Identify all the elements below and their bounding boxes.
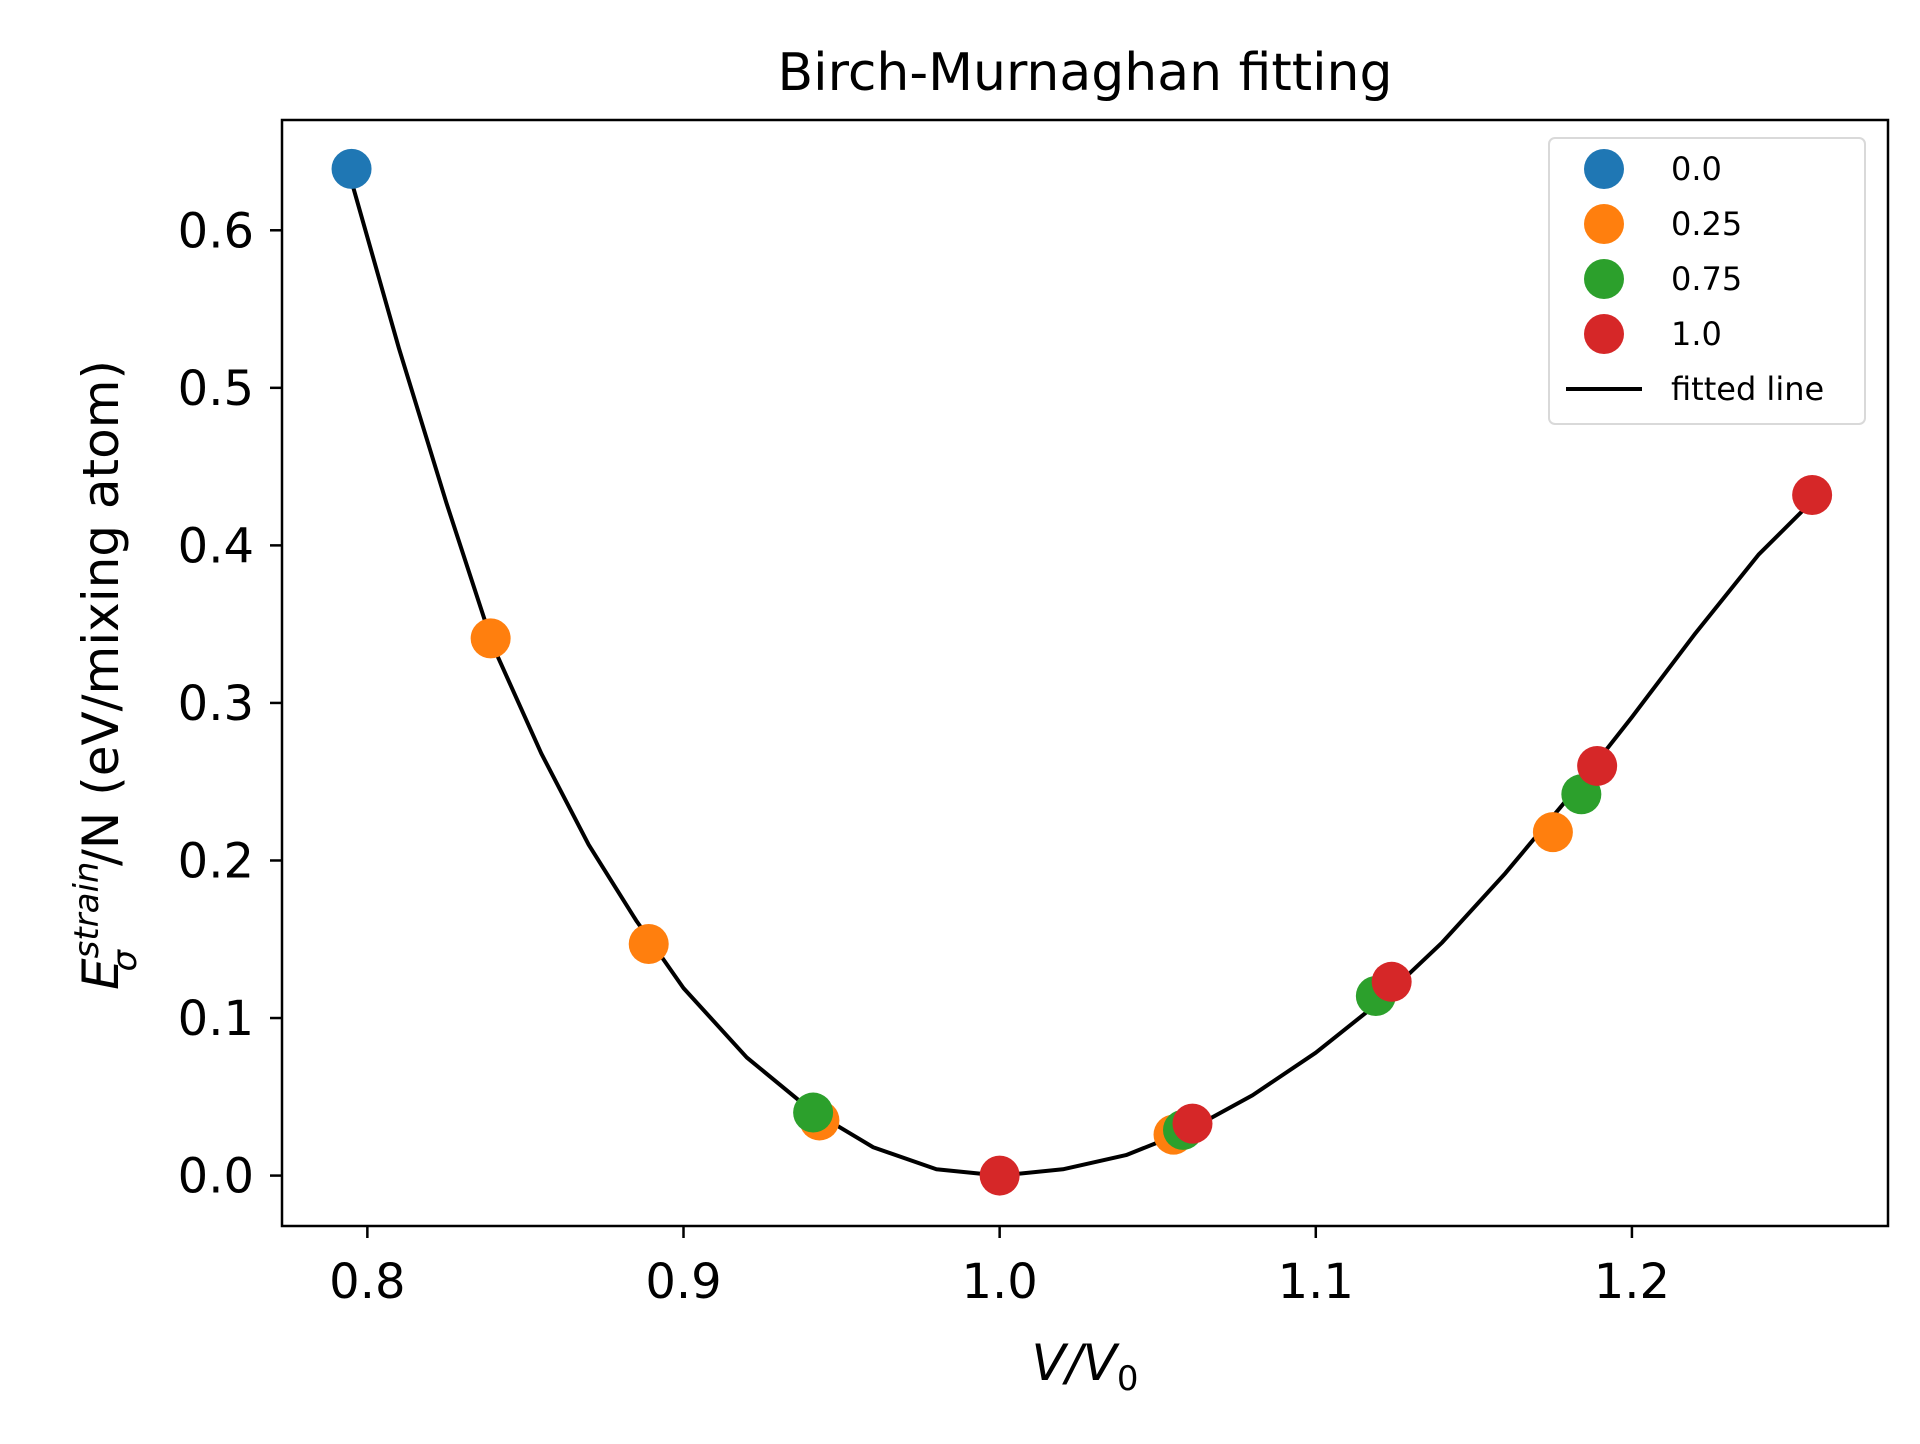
y-tick-label: 0.3: [178, 676, 254, 732]
legend-label: 1.0: [1671, 315, 1722, 353]
y-axis-label-rest: /N (eV/mixing atom): [72, 360, 130, 866]
data-point-0-25-1: [628, 923, 669, 964]
legend-label: 0.0: [1671, 150, 1722, 188]
legend-marker-icon: [1584, 149, 1624, 189]
x-tick-label: 0.8: [329, 1254, 405, 1310]
x-tick-label: 0.9: [645, 1254, 721, 1310]
data-point-1-0-0: [979, 1155, 1020, 1196]
legend-marker-icon: [1584, 204, 1624, 244]
plot-area: [280, 118, 1890, 1228]
data-point-1-0-3: [1577, 745, 1618, 786]
plot-frame: [280, 118, 1890, 1228]
y-tick-label: 0.6: [178, 203, 254, 259]
y-axis: 0.0 0.1 0.2 0.3 0.4 0.5 0.6: [178, 203, 282, 1205]
y-axis-label-sup: strain: [67, 862, 107, 959]
x-tick-label: 1.2: [1594, 1254, 1670, 1310]
data-point-0-25-0: [470, 618, 511, 659]
x-tick-label: 1.0: [961, 1254, 1037, 1310]
y-tick-label: 0.1: [178, 991, 254, 1047]
y-tick-label: 0.0: [178, 1149, 254, 1205]
legend-label: 0.25: [1671, 205, 1742, 243]
legend-label: 0.75: [1671, 260, 1742, 298]
data-point-1-0-2: [1371, 961, 1412, 1002]
fitted-line: [349, 180, 1814, 1178]
legend-marker-icon: [1584, 314, 1624, 354]
chart-title: Birch-Murnaghan fitting: [777, 43, 1392, 103]
legend: 0.0 0.25 0.75 1.0 fitted line: [1548, 137, 1866, 425]
data-point-1-0-1: [1172, 1103, 1213, 1144]
y-axis-label-main: E: [72, 958, 130, 990]
x-axis: 0.8 0.9 1.0 1.1 1.2: [329, 1226, 1670, 1310]
y-tick-label: 0.4: [178, 518, 254, 574]
legend-label: fitted line: [1671, 370, 1824, 408]
x-tick-label: 1.1: [1278, 1254, 1354, 1310]
data-point-0-25-4: [1532, 812, 1573, 853]
x-axis-label-sub: 0: [1117, 1359, 1139, 1399]
data-point-1-0-4: [1792, 474, 1833, 515]
y-axis-label-sub: σ: [105, 949, 145, 972]
y-axis-label: Estrainσ/N (eV/mixing atom): [67, 360, 145, 990]
legend-marker-icon: [1584, 259, 1624, 299]
y-tick-label: 0.2: [178, 833, 254, 889]
legend-box: [1548, 137, 1866, 425]
data-point-0-0-0: [331, 148, 372, 189]
data-point-0-75-0: [793, 1092, 834, 1133]
y-tick-label: 0.5: [178, 361, 254, 417]
x-axis-label: V/V0: [1032, 1334, 1139, 1399]
x-axis-label-main: V/V: [1032, 1334, 1121, 1392]
